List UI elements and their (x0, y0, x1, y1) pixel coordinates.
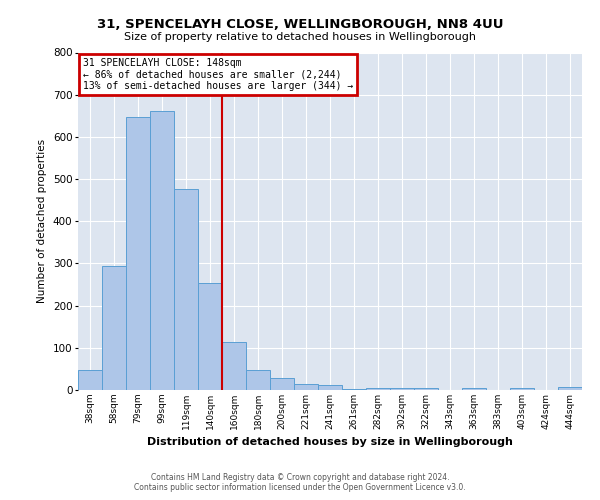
Bar (510, 388, 534, 390)
Bar (414, 388, 438, 390)
Bar (246, 370, 270, 390)
Bar (270, 378, 294, 390)
Bar (558, 386, 582, 390)
Bar (462, 388, 486, 390)
Y-axis label: Number of detached properties: Number of detached properties (37, 139, 47, 304)
Bar (78, 370, 102, 390)
Bar (318, 384, 342, 390)
Bar (174, 189, 198, 390)
Bar (366, 388, 390, 390)
Bar (294, 384, 318, 390)
X-axis label: Distribution of detached houses by size in Wellingborough: Distribution of detached houses by size … (147, 438, 513, 448)
Bar (342, 388, 366, 390)
Bar (222, 342, 246, 390)
Bar (150, 111, 174, 390)
Bar (198, 283, 222, 390)
Text: 31, SPENCELAYH CLOSE, WELLINGBOROUGH, NN8 4UU: 31, SPENCELAYH CLOSE, WELLINGBOROUGH, NN… (97, 18, 503, 30)
Bar (126, 116, 150, 390)
Bar (390, 388, 414, 390)
Text: 31 SPENCELAYH CLOSE: 148sqm
← 86% of detached houses are smaller (2,244)
13% of : 31 SPENCELAYH CLOSE: 148sqm ← 86% of det… (83, 58, 353, 91)
Text: Contains HM Land Registry data © Crown copyright and database right 2024.
Contai: Contains HM Land Registry data © Crown c… (134, 473, 466, 492)
Bar (102, 266, 126, 390)
Text: Size of property relative to detached houses in Wellingborough: Size of property relative to detached ho… (124, 32, 476, 42)
